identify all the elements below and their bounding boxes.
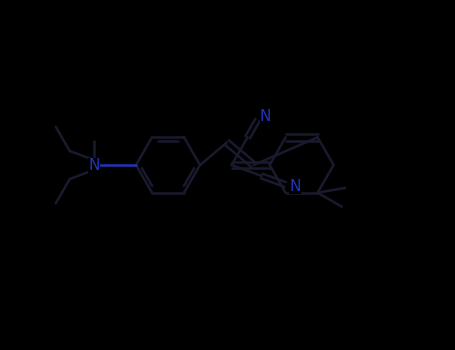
Text: N: N (260, 110, 271, 125)
Text: N: N (88, 158, 100, 173)
Text: N: N (289, 179, 301, 194)
